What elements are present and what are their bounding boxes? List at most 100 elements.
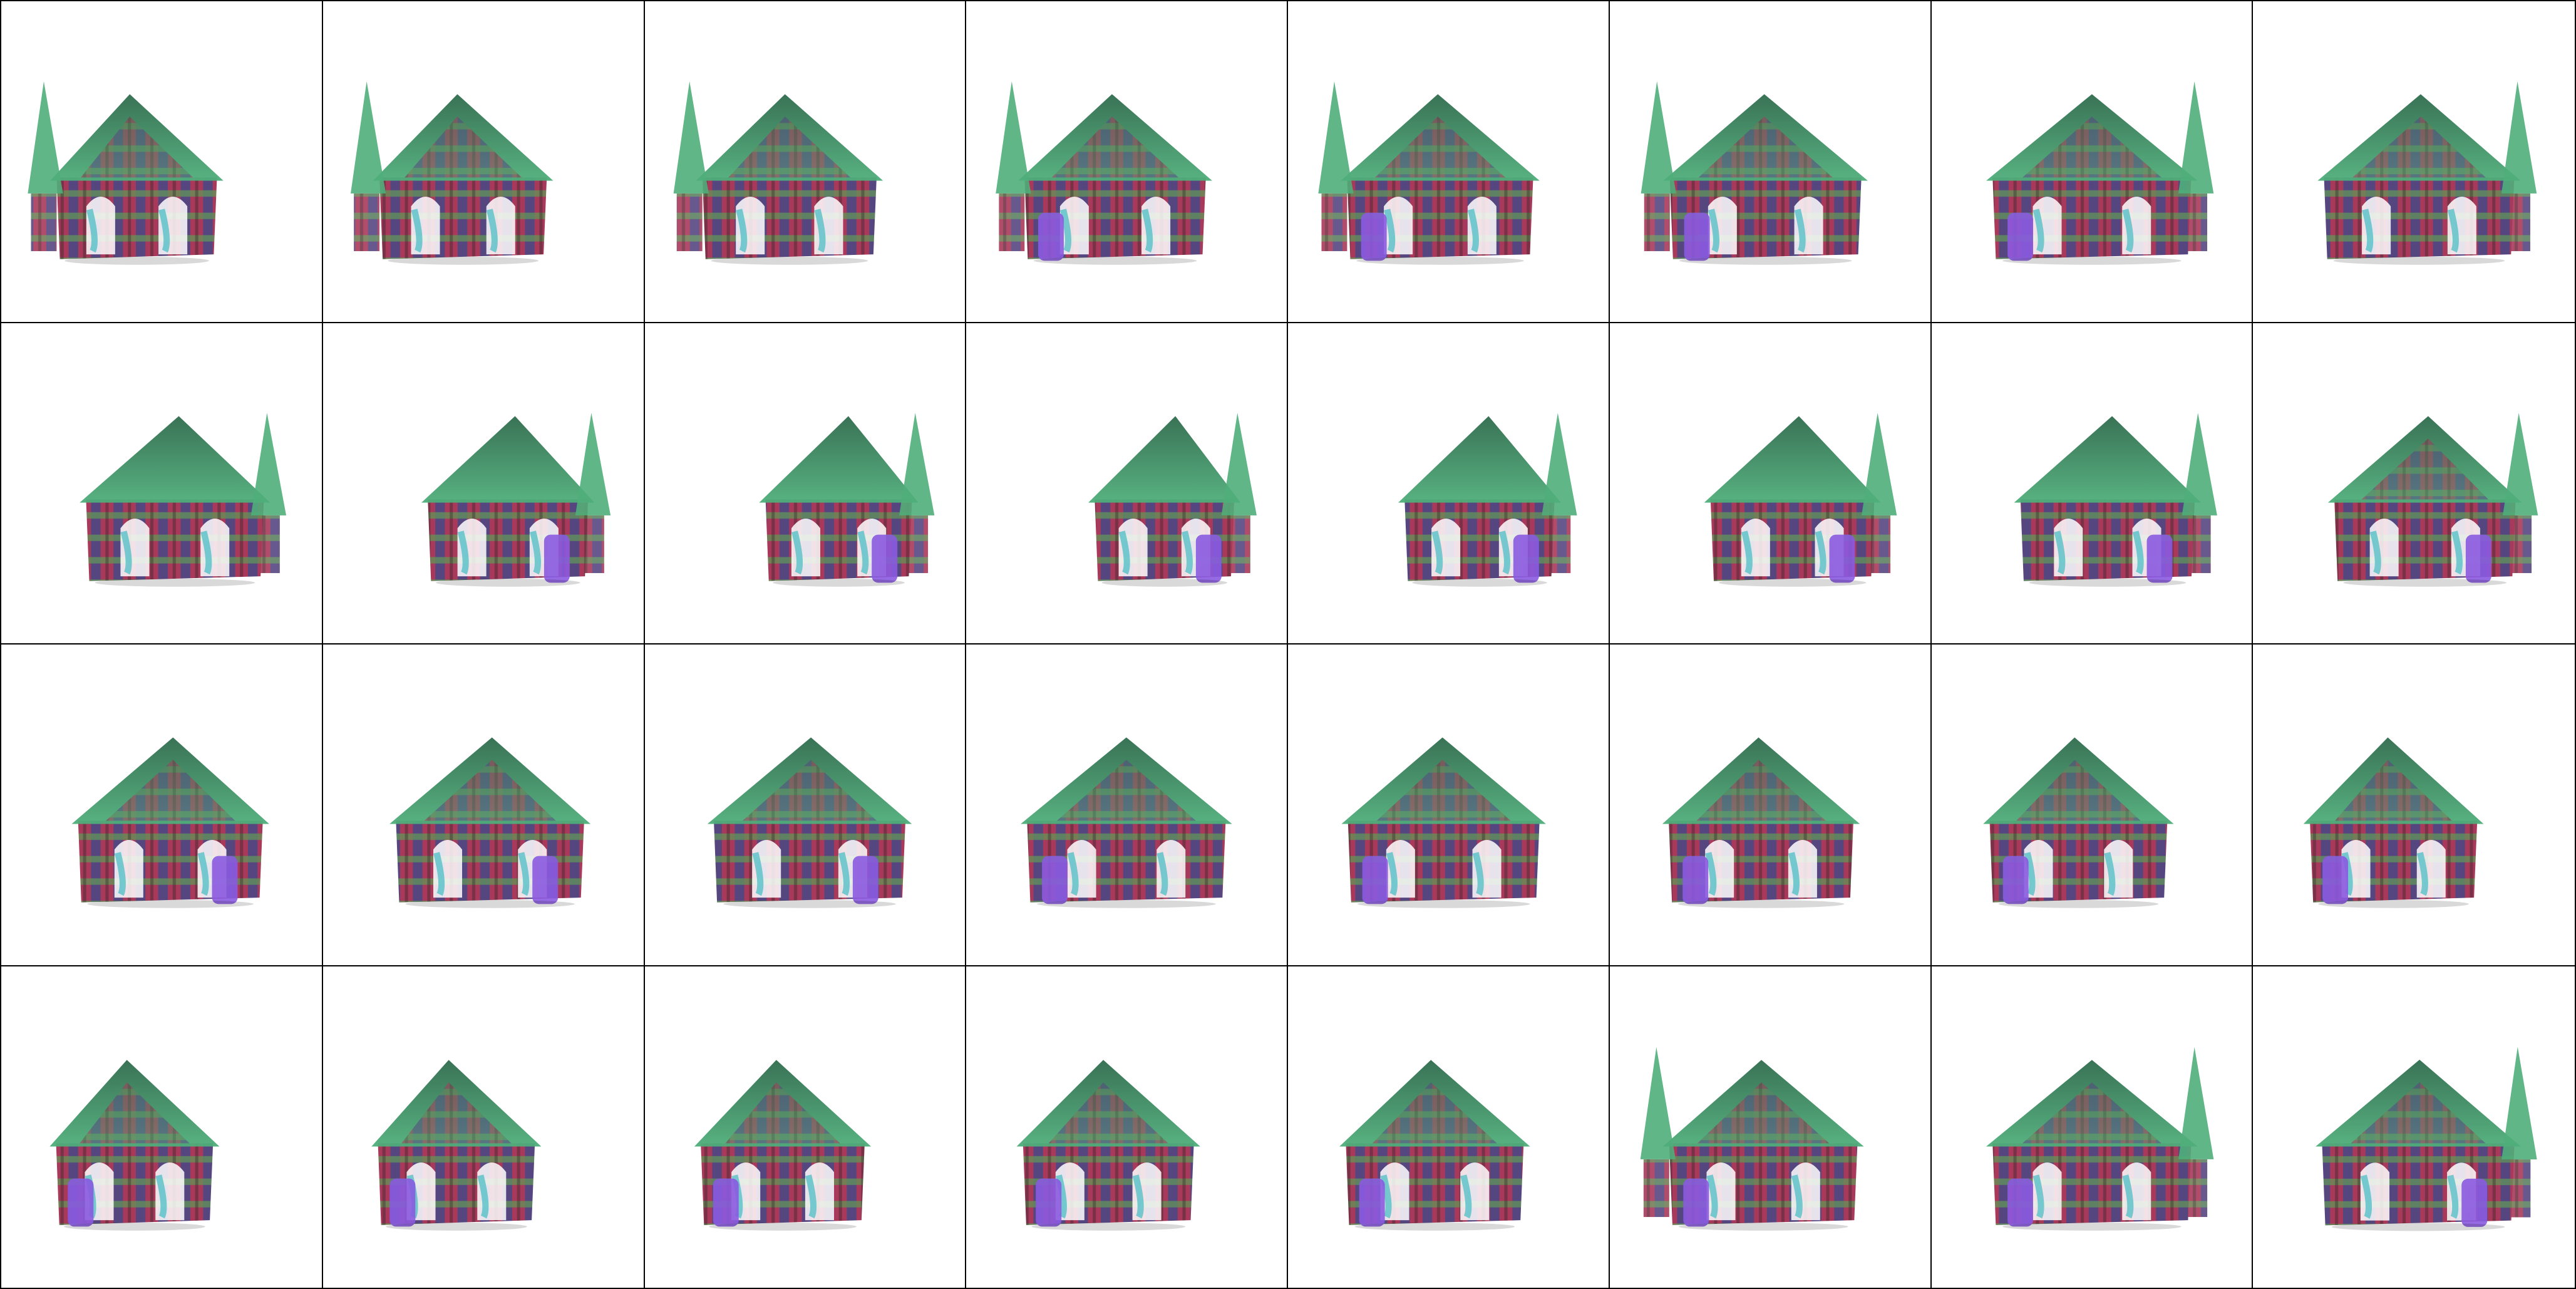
house-wall bbox=[86, 499, 264, 581]
door-panel bbox=[1513, 534, 1539, 582]
render-frame bbox=[2253, 644, 2575, 966]
door-panel bbox=[2007, 1178, 2033, 1226]
ground-shadow bbox=[87, 900, 253, 908]
ground-shadow bbox=[1679, 1222, 1848, 1230]
ground-shadow bbox=[2344, 578, 2506, 586]
render-frame bbox=[1610, 966, 1932, 1288]
ground-shadow bbox=[1032, 1222, 1186, 1230]
side-peak bbox=[673, 81, 708, 194]
door-panel bbox=[532, 856, 558, 904]
render-frame bbox=[1288, 644, 1610, 966]
house-render-image bbox=[1610, 1, 1930, 322]
render-frame bbox=[966, 323, 1288, 645]
render-frame bbox=[1288, 966, 1610, 1288]
roof-gable bbox=[421, 416, 595, 502]
roof-gable bbox=[759, 416, 918, 502]
side-wall bbox=[999, 194, 1025, 251]
side-peak bbox=[28, 81, 63, 194]
side-peak bbox=[1222, 413, 1257, 515]
house-render-image bbox=[1610, 644, 1930, 965]
house-render-image bbox=[645, 966, 966, 1288]
door-panel bbox=[1036, 1178, 1061, 1226]
ground-shadow bbox=[1037, 900, 1215, 908]
door-panel bbox=[1683, 1178, 1709, 1226]
ground-shadow bbox=[64, 257, 209, 265]
door-panel bbox=[2322, 856, 2348, 904]
house-render-image bbox=[1932, 644, 2252, 965]
house-render-image bbox=[1, 323, 322, 644]
house-render-image bbox=[966, 1, 1287, 322]
side-peak bbox=[2501, 81, 2537, 194]
side-wall bbox=[1225, 515, 1250, 572]
door-panel bbox=[1829, 534, 1855, 582]
door-panel bbox=[2002, 856, 2028, 904]
render-frame bbox=[645, 644, 967, 966]
door-panel bbox=[1682, 856, 1708, 904]
door-panel bbox=[212, 856, 238, 904]
render-frame bbox=[1932, 1, 2254, 323]
ground-shadow bbox=[95, 578, 255, 586]
house-render-image bbox=[1932, 1, 2252, 322]
render-frame bbox=[966, 644, 1288, 966]
side-wall bbox=[31, 194, 57, 251]
render-frame bbox=[1288, 323, 1610, 645]
house-render-image bbox=[1932, 323, 2252, 644]
ground-shadow bbox=[723, 900, 895, 908]
side-wall bbox=[2506, 515, 2532, 572]
house-render-image bbox=[2253, 323, 2575, 644]
ground-shadow bbox=[709, 1222, 857, 1230]
door-panel bbox=[872, 534, 897, 582]
house-render-image bbox=[966, 966, 1287, 1288]
render-frame bbox=[323, 966, 645, 1288]
render-frame bbox=[1, 1, 323, 323]
render-frame bbox=[645, 323, 967, 645]
door-panel bbox=[1359, 1178, 1385, 1226]
door-panel bbox=[1042, 856, 1068, 904]
render-frame bbox=[966, 1, 1288, 323]
render-frame bbox=[323, 323, 645, 645]
ground-shadow bbox=[1998, 900, 2158, 908]
ground-shadow bbox=[405, 900, 574, 908]
house-render-image bbox=[1, 1, 322, 322]
side-peak bbox=[251, 413, 286, 515]
house-render-image bbox=[323, 966, 644, 1288]
side-wall bbox=[902, 515, 928, 572]
house-render-image bbox=[645, 1, 966, 322]
house-render-image bbox=[966, 644, 1287, 965]
house-render-image bbox=[1932, 966, 2252, 1288]
ground-shadow bbox=[1679, 257, 1852, 265]
door-panel bbox=[2466, 534, 2491, 582]
ground-shadow bbox=[1358, 900, 1530, 908]
door-panel bbox=[2007, 213, 2033, 261]
roof-gable bbox=[1704, 416, 1880, 502]
house-wall bbox=[2324, 177, 2515, 259]
roof-gable bbox=[1398, 416, 1561, 502]
side-peak bbox=[1641, 81, 1676, 194]
side-peak bbox=[2178, 1047, 2213, 1159]
side-peak bbox=[899, 413, 934, 515]
side-peak bbox=[1542, 413, 1577, 515]
render-frame bbox=[1932, 966, 2254, 1288]
door-panel bbox=[544, 534, 570, 582]
house-render-image bbox=[645, 644, 966, 965]
render-frame bbox=[2253, 966, 2575, 1288]
side-wall bbox=[2182, 194, 2207, 251]
side-peak bbox=[2501, 1047, 2537, 1159]
ground-shadow bbox=[436, 578, 580, 586]
door-panel bbox=[1361, 213, 1387, 261]
side-wall bbox=[1321, 194, 1347, 251]
door-panel bbox=[2461, 1178, 2487, 1226]
house-render-image bbox=[1610, 323, 1930, 644]
render-frame bbox=[2253, 1, 2575, 323]
ground-shadow bbox=[1678, 900, 1844, 908]
render-frame bbox=[1932, 644, 2254, 966]
ground-shadow bbox=[1355, 1222, 1515, 1230]
render-frame bbox=[645, 1, 967, 323]
render-frame bbox=[1610, 323, 1932, 645]
door-panel bbox=[852, 856, 878, 904]
side-wall bbox=[2182, 1159, 2207, 1216]
side-wall bbox=[579, 515, 604, 572]
side-wall bbox=[2505, 194, 2530, 251]
render-frame bbox=[1, 644, 323, 966]
